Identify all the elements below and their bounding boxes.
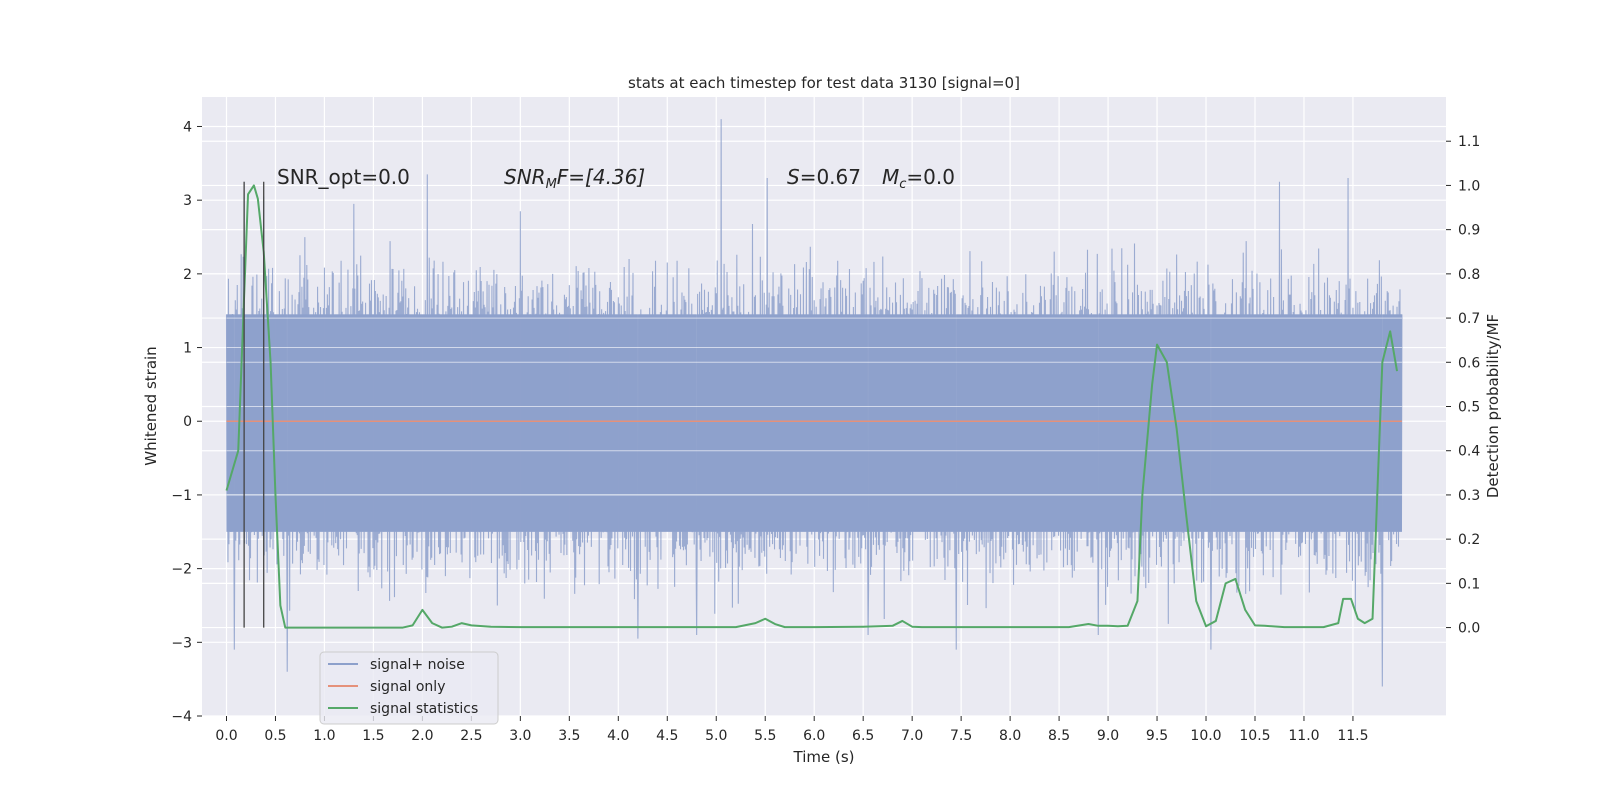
y2-tick-label: 1.1 [1458, 134, 1480, 150]
y2-tick-label: 0.7 [1458, 311, 1480, 327]
y2-tick-label: 0.5 [1458, 400, 1480, 416]
x-tick-label: 1.0 [313, 728, 335, 744]
chart-title: stats at each timestep for test data 313… [628, 74, 1020, 92]
y2-tick-label: 0.0 [1458, 621, 1480, 637]
y-tick-label: −4 [171, 709, 192, 725]
y-tick-label: −2 [171, 562, 192, 578]
annotation-mc-symbol: M [882, 165, 899, 189]
y2-tick-label: 1.0 [1458, 178, 1480, 194]
x-tick-label: 5.0 [705, 728, 727, 744]
x-tick-label: 3.5 [558, 728, 580, 744]
y2-tick-label: 0.6 [1458, 355, 1480, 371]
y2-tick-label: 0.8 [1458, 267, 1480, 283]
y-tick-label: 2 [183, 267, 192, 283]
legend: signal+ noise signal only signal statist… [319, 651, 499, 725]
y2-tick-label: 0.1 [1458, 576, 1480, 592]
x-tick-label: 0.5 [264, 728, 286, 744]
annotation-mc: Mc=0.0 [882, 165, 955, 192]
y-axis-label: Whitened strain [142, 346, 160, 465]
x-tick-label: 11.0 [1288, 728, 1319, 744]
x-tick-label: 2.0 [411, 728, 433, 744]
y-tick-label: 0 [183, 414, 192, 430]
y-tick-label: 1 [183, 341, 192, 357]
x-tick-label: 5.5 [754, 728, 776, 744]
x-tick-label: 9.0 [1097, 728, 1119, 744]
x-tick-label: 6.5 [852, 728, 874, 744]
annotation-snr-mf-subscript: M [546, 177, 557, 192]
x-tick-label: 9.5 [1146, 728, 1168, 744]
annotation-s: S=0.67 [787, 165, 861, 189]
y2-tick-label: 0.9 [1458, 223, 1480, 239]
annotation-snr-mf-symbol: SNR [504, 165, 546, 189]
x-tick-label: 2.5 [460, 728, 482, 744]
x-tick-label: 3.0 [509, 728, 531, 744]
vertical-markers [243, 181, 265, 628]
y2-tick-label: 0.4 [1458, 444, 1480, 460]
x-tick-label: 7.0 [901, 728, 923, 744]
annotation-snr-mf-value: F=[4.36] [557, 165, 645, 189]
y2-tick-label: 0.3 [1458, 488, 1480, 504]
x-tick-label: 10.0 [1190, 728, 1221, 744]
legend-box [319, 651, 499, 725]
annotation-mc-subscript: c [899, 177, 906, 192]
legend-label-signal-statistics: signal statistics [370, 701, 478, 717]
x-tick-label: 4.5 [656, 728, 678, 744]
annotation-snr-mf: SNRMF=[4.36] [504, 165, 645, 192]
y2-axis-label: Detection probability/MF [1484, 314, 1502, 498]
y-tick-label: 4 [183, 119, 192, 135]
legend-label-signal-only: signal only [370, 679, 445, 695]
y2-tick-label: 0.2 [1458, 532, 1480, 548]
x-tick-label: 4.0 [607, 728, 629, 744]
x-tick-label: 11.5 [1337, 728, 1368, 744]
axes: 0.0 0.5 1.0 1.5 2.0 2.5 3.0 3.5 4.0 4.5 5.0 5.5 6.0 6… [171, 119, 1480, 744]
series-layer [225, 119, 1403, 687]
y-tick-label: 3 [183, 193, 192, 209]
annotation-s-symbol: S [787, 165, 800, 189]
series-signal-noise-core [226, 314, 1402, 532]
legend-label-signal-noise: signal+ noise [370, 657, 465, 673]
x-tick-label: 8.0 [999, 728, 1021, 744]
x-tick-label: 6.0 [803, 728, 825, 744]
y-tick-label: −3 [171, 635, 192, 651]
x-tick-label: 0.0 [215, 728, 237, 744]
series-signal-statistics [225, 184, 1399, 629]
x-tick-label: 8.5 [1048, 728, 1070, 744]
y-tick-label: −1 [171, 488, 192, 504]
annotation-mc-value: =0.0 [906, 165, 955, 189]
x-tick-label: 1.5 [362, 728, 384, 744]
x-tick-label: 7.5 [950, 728, 972, 744]
annotation-s-value: =0.67 [800, 165, 861, 189]
annotation-snr-opt: SNR_opt=0.0 [277, 165, 410, 189]
x-axis-label: Time (s) [793, 748, 855, 766]
x-tick-label: 10.5 [1239, 728, 1270, 744]
